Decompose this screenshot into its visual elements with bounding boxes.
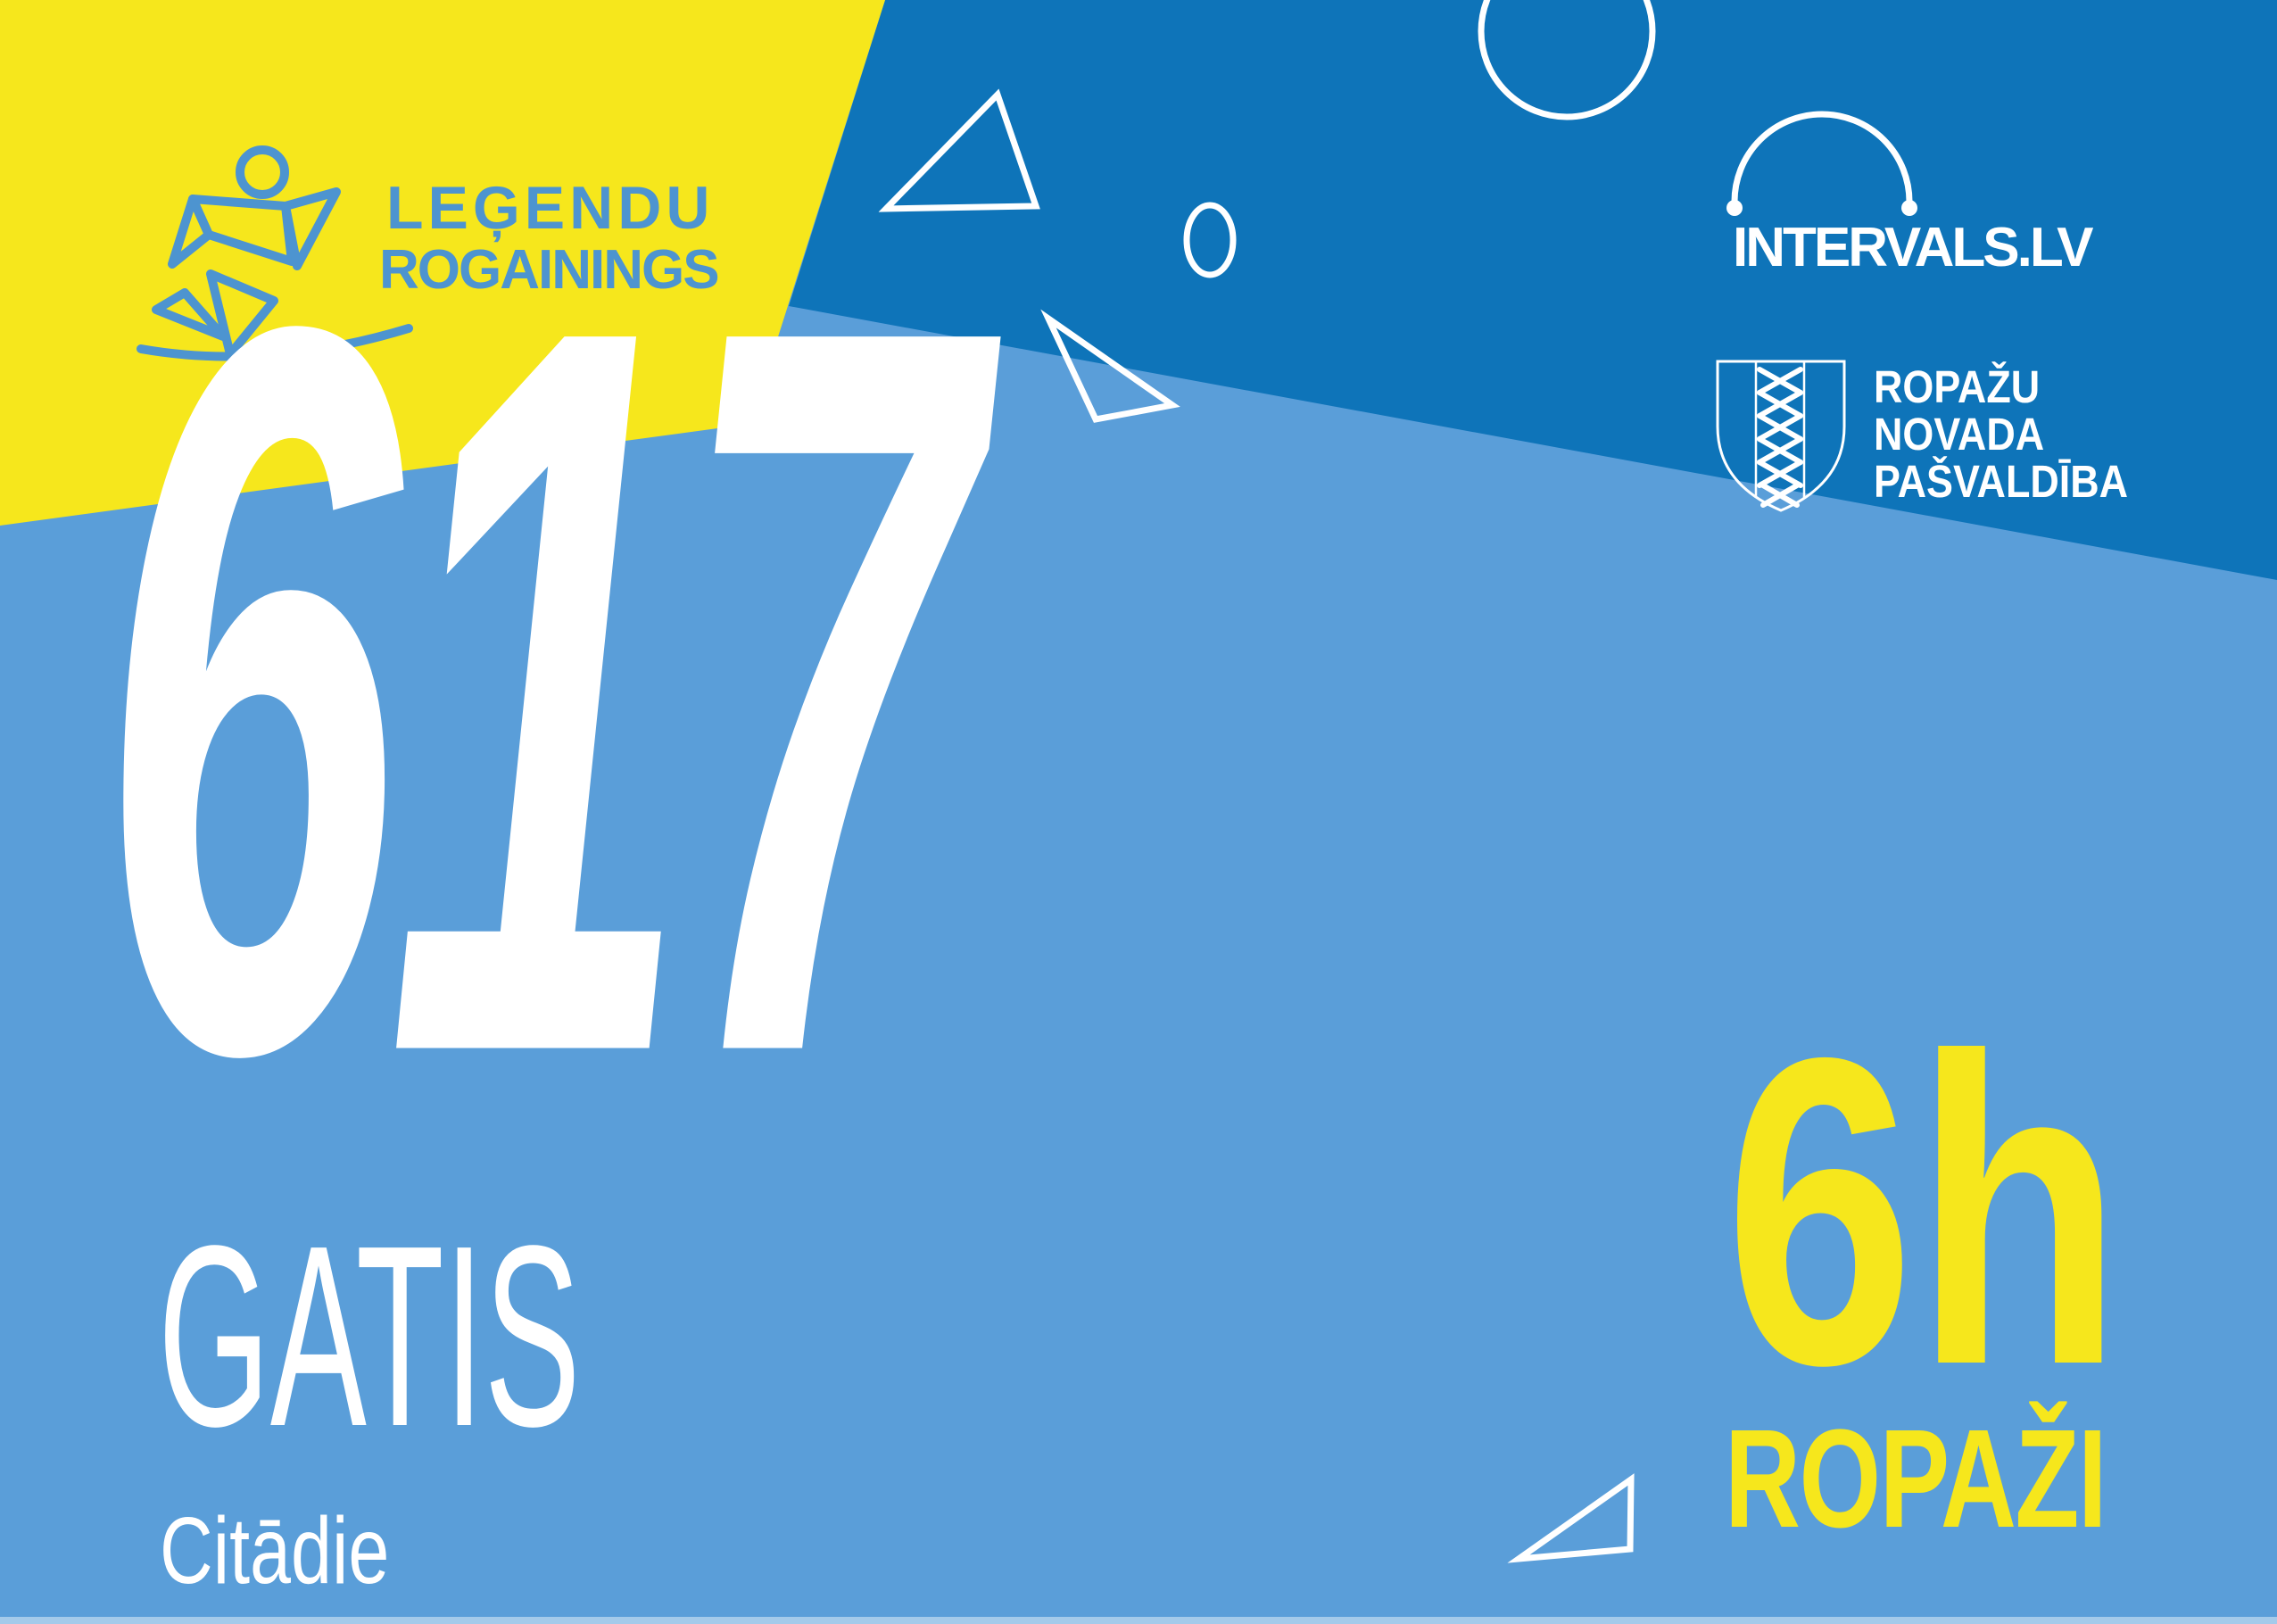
municipality-line1: ROPAŽU: [1874, 361, 2041, 412]
intervals-logo-text: INTERVALS.LV: [1733, 217, 2093, 278]
bib-number: 617: [98, 113, 980, 1269]
municipality-label: ROPAŽU NOVADA PAŠVALDĪBA: [1874, 363, 2128, 505]
participant-name: GATIS: [158, 1192, 581, 1480]
large-circle-outline-icon: [1478, 0, 1656, 120]
duration-label: 6h: [1725, 966, 2124, 1455]
municipality-line3: PAŠVALDĪBA: [1874, 456, 2129, 507]
bottom-edge-strip: [0, 1617, 2277, 1624]
arc-with-dots-icon: [1726, 111, 1917, 216]
municipality-line2: NOVADA: [1874, 409, 2045, 460]
ropazi-coat-of-arms-icon: [1716, 360, 1846, 512]
map-reader-figure-icon: [137, 145, 413, 361]
small-triangle-outline-icon: [1040, 309, 1180, 423]
triangle-outline-icon: [878, 88, 1040, 212]
location-label: ROPAŽI: [1725, 1401, 2107, 1557]
category-label: Citādie: [160, 1498, 390, 1603]
event-title-line1: LEĢENDU: [386, 174, 715, 242]
bottom-triangle-outline-icon: [1507, 1473, 1635, 1563]
event-title-line2: ROGAININGS: [379, 239, 720, 301]
ellipse-outline-icon: [1183, 202, 1237, 278]
